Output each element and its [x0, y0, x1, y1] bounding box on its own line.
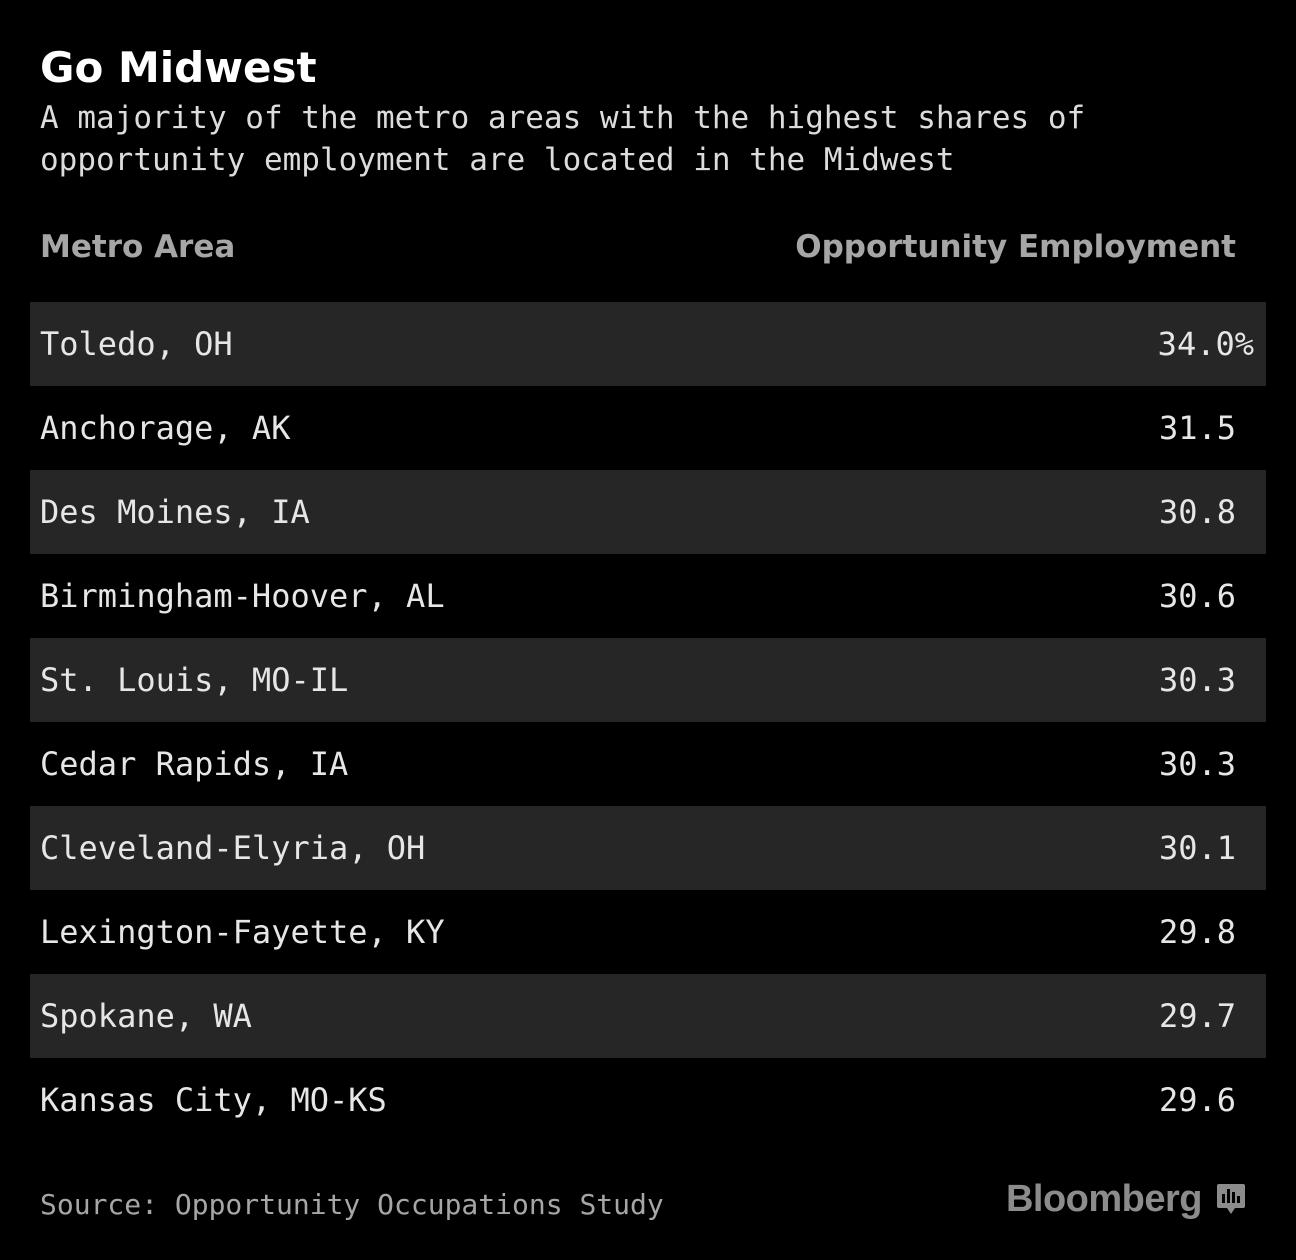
bloomberg-logo: Bloomberg — [1006, 1176, 1246, 1222]
table-header: Metro Area Opportunity Employment — [40, 226, 1236, 268]
employment-value: 29.8 — [1158, 913, 1236, 951]
chart-title: Go Midwest — [40, 43, 317, 92]
source-note: Source: Opportunity Occupations Study — [40, 1188, 664, 1221]
metro-name: Lexington-Fayette, KY — [40, 913, 445, 951]
table-row: Cedar Rapids, IA 30.3 — [30, 722, 1266, 806]
employment-value: 34.0% — [1157, 325, 1254, 363]
column-header-metro-area: Metro Area — [40, 229, 236, 265]
chart-subtitle: A majority of the metro areas with the h… — [40, 100, 1086, 178]
metro-name: Spokane, WA — [40, 997, 252, 1035]
employment-value: 30.8 — [1158, 493, 1236, 531]
table-row: Cleveland-Elyria, OH 30.1 — [30, 806, 1266, 890]
employment-value: 30.3 — [1158, 745, 1236, 783]
data-table: Toledo, OH 34.0% Anchorage, AK 31.5 Des … — [30, 302, 1266, 1142]
table-row: Birmingham-Hoover, AL 30.6 — [30, 554, 1266, 638]
table-row: Spokane, WA 29.7 — [30, 974, 1266, 1058]
bloomberg-chart-icon — [1217, 1184, 1245, 1214]
metro-name: Birmingham-Hoover, AL — [40, 577, 445, 615]
logo-wordmark: Bloomberg — [1005, 1178, 1203, 1220]
table-row: Anchorage, AK 31.5 — [30, 386, 1266, 470]
employment-value: 30.3 — [1158, 661, 1236, 699]
table-row: St. Louis, MO-IL 30.3 — [30, 638, 1266, 722]
metro-name: Toledo, OH — [40, 325, 233, 363]
employment-value: 29.6 — [1158, 1081, 1236, 1119]
employment-value: 30.1 — [1158, 829, 1236, 867]
table-row: Lexington-Fayette, KY 29.8 — [30, 890, 1266, 974]
column-header-opportunity-employment: Opportunity Employment — [795, 229, 1236, 265]
table-row: Kansas City, MO-KS 29.6 — [30, 1058, 1266, 1142]
table-row: Des Moines, IA 30.8 — [30, 470, 1266, 554]
employment-value: 31.5 — [1158, 409, 1236, 447]
metro-name: Cleveland-Elyria, OH — [40, 829, 426, 867]
employment-value: 29.7 — [1158, 997, 1236, 1035]
metro-name: Kansas City, MO-KS — [40, 1081, 387, 1119]
metro-name: Des Moines, IA — [40, 493, 310, 531]
metro-name: Anchorage, AK — [40, 409, 291, 447]
table-row: Toledo, OH 34.0% — [30, 302, 1266, 386]
metro-name: Cedar Rapids, IA — [40, 745, 349, 783]
employment-value: 30.6 — [1158, 577, 1236, 615]
metro-name: St. Louis, MO-IL — [40, 661, 349, 699]
